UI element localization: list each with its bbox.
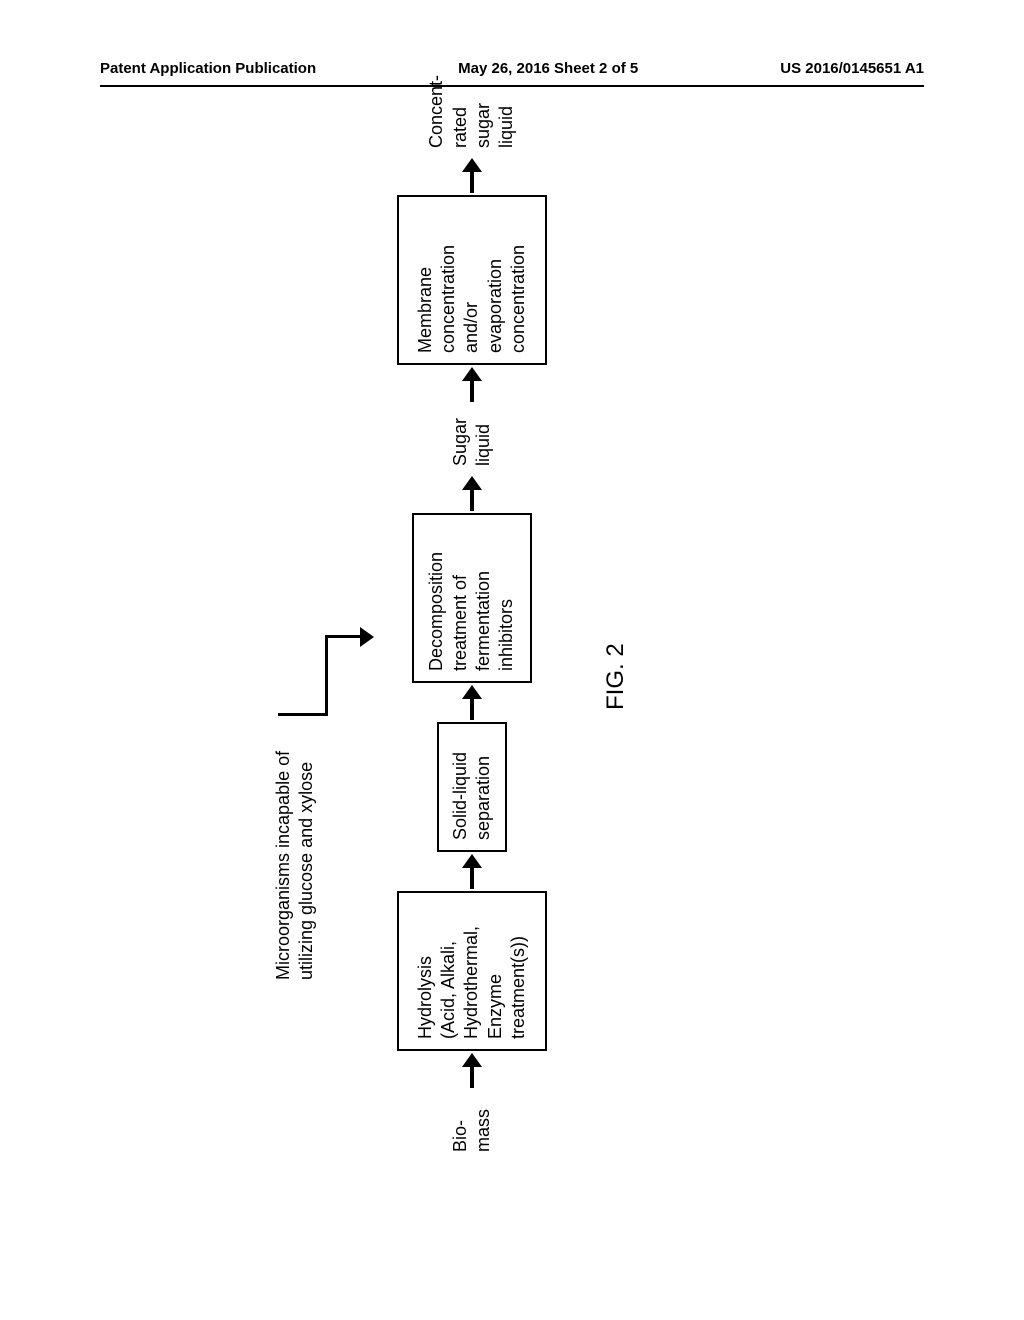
arrow-2 xyxy=(462,854,482,889)
arrow-6 xyxy=(462,158,482,193)
box-hydrolysis: Hydrolysis (Acid, Alkali, Hydrothermal, … xyxy=(397,891,547,1051)
box-separation: Solid-liquid separation xyxy=(437,722,507,852)
box-decomposition: Decomposition treatment of fermentation … xyxy=(412,513,532,683)
arrow-4 xyxy=(462,476,482,511)
connector-horizontal xyxy=(325,636,328,716)
arrow-5 xyxy=(462,367,482,402)
input-biomass: Bio- mass xyxy=(449,1090,496,1160)
connector-vertical xyxy=(278,713,328,716)
header-left: Patent Application Publication xyxy=(100,60,316,77)
arrow-1 xyxy=(462,1053,482,1088)
mid-sugar-liquid: Sugar liquid xyxy=(449,404,496,474)
figure-label: FIG. 2 xyxy=(602,643,630,710)
top-annotation: Microorganisms incapable of utilizing gl… xyxy=(272,751,319,980)
output-concentrated: Concent- rated sugar liquid xyxy=(425,56,519,156)
connector-vertical2 xyxy=(325,635,363,638)
box-concentration: Membrane concentration and/or evaporatio… xyxy=(397,195,547,365)
header-right: US 2016/0145651 A1 xyxy=(780,60,924,77)
arrow-3 xyxy=(462,685,482,720)
flowchart-diagram: Microorganisms incapable of utilizing gl… xyxy=(262,160,762,1160)
